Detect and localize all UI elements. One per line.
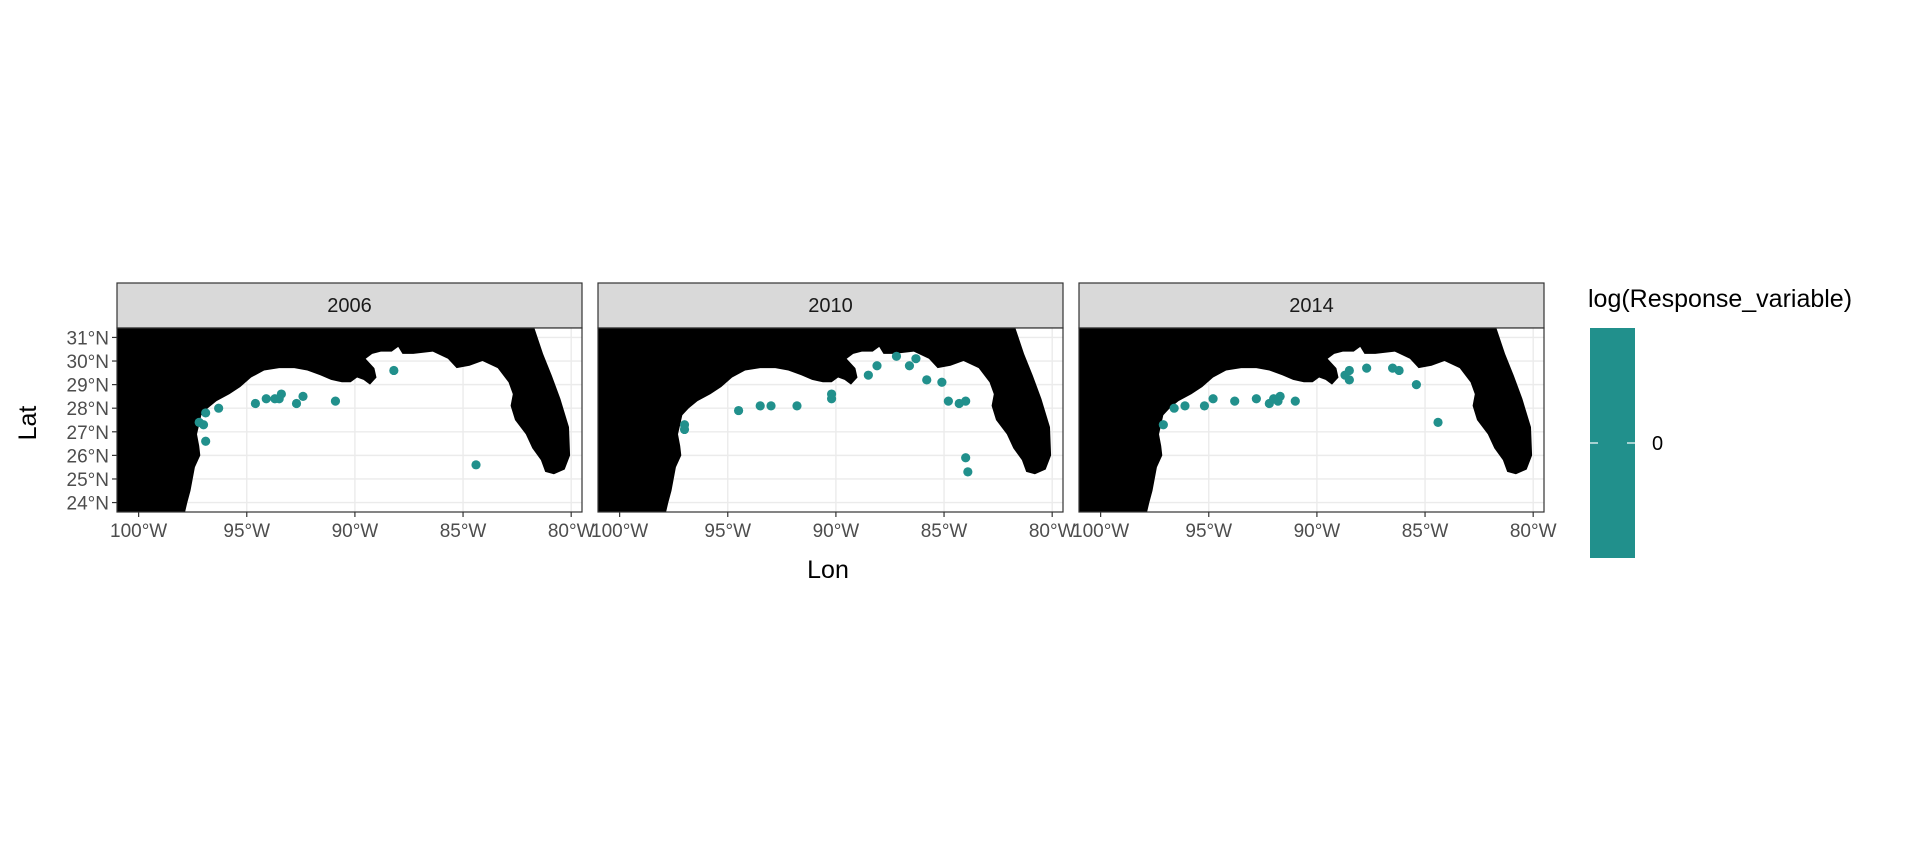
data-point xyxy=(922,375,932,385)
x-tick-label: 80°W xyxy=(1510,521,1557,542)
panel-2010: 2010 100°W 95°W 90°W 85°W 80°W xyxy=(591,282,1076,542)
data-point xyxy=(792,401,802,411)
data-point xyxy=(1344,375,1354,385)
x-tick-label: 85°W xyxy=(1402,521,1449,542)
data-point xyxy=(872,361,882,371)
x-tick-label: 85°W xyxy=(440,521,487,542)
panels-layer: 2006 100°W 95°W 90°W 85°W 80°W 2010 100°W 95°W 90… xyxy=(110,282,1557,542)
y-tick-label: 29°N xyxy=(67,376,109,397)
land xyxy=(1079,328,1533,512)
data-point xyxy=(1394,365,1404,376)
data-point xyxy=(330,396,341,406)
data-point xyxy=(943,396,953,406)
data-point xyxy=(298,391,308,402)
data-point xyxy=(733,405,744,416)
data-point xyxy=(201,408,211,418)
data-point xyxy=(826,389,837,399)
data-point xyxy=(1208,394,1218,404)
data-point xyxy=(961,396,971,406)
y-tick-label: 28°N xyxy=(67,399,109,420)
data-point xyxy=(904,361,915,371)
data-point xyxy=(1199,401,1210,411)
data-point xyxy=(961,453,971,463)
data-point xyxy=(755,401,765,411)
x-tick-label: 90°W xyxy=(1294,521,1341,542)
legend-title: log(Response_variable) xyxy=(1588,285,1852,313)
y-tick-label: 27°N xyxy=(67,423,109,444)
data-point xyxy=(1251,394,1261,404)
data-point xyxy=(1180,401,1190,411)
data-point xyxy=(937,377,947,387)
x-tick-label: 95°W xyxy=(1185,521,1232,542)
x-axis-title: Lon xyxy=(807,556,849,584)
data-point xyxy=(198,420,209,430)
data-point xyxy=(863,370,873,380)
data-point xyxy=(766,401,776,411)
data-point xyxy=(911,354,921,364)
data-point xyxy=(1411,380,1421,390)
x-tick-label: 80°W xyxy=(1029,521,1076,542)
panel-2006: 2006 100°W 95°W 90°W 85°W 80°W xyxy=(110,282,595,542)
panel-border xyxy=(597,327,1064,513)
x-tick-label: 95°W xyxy=(223,521,270,542)
data-point xyxy=(1290,396,1300,406)
panel-2014: 2014 100°W 95°W 90°W 85°W 80°W xyxy=(1072,282,1557,542)
y-tick-label: 30°N xyxy=(67,352,109,373)
y-axis-title: Lat xyxy=(14,406,42,441)
panel-border xyxy=(1078,327,1545,513)
y-axis: 24°N 25°N 26°N27°N 28°N29°N 30°N 31°N xyxy=(67,328,117,515)
x-tick-label: 90°W xyxy=(332,521,379,542)
facet-strip xyxy=(597,282,1064,329)
x-tick-label: 100°W xyxy=(591,521,648,542)
data-point xyxy=(214,403,224,413)
data-point xyxy=(1344,365,1354,376)
data-point xyxy=(261,394,271,404)
x-tick-label: 90°W xyxy=(813,521,860,542)
legend-label: 0 xyxy=(1652,433,1663,455)
data-point xyxy=(1169,403,1179,413)
x-tick-label: 80°W xyxy=(548,521,595,542)
data-point xyxy=(1433,417,1443,427)
land xyxy=(117,328,571,512)
panel-border xyxy=(116,327,583,513)
data-point xyxy=(963,467,973,477)
x-tick-label: 100°W xyxy=(110,521,167,542)
data-point xyxy=(1275,391,1285,402)
land xyxy=(598,328,1052,512)
data-point xyxy=(471,460,481,470)
data-point xyxy=(250,398,261,409)
y-tick-label: 31°N xyxy=(67,328,109,349)
data-point xyxy=(291,398,302,409)
y-tick-label: 25°N xyxy=(67,470,109,491)
data-point xyxy=(201,436,211,446)
data-point xyxy=(891,351,902,361)
data-point xyxy=(1158,420,1168,430)
facet-label: 2010 xyxy=(808,295,853,317)
data-point xyxy=(389,365,399,376)
facet-strip xyxy=(116,282,583,329)
data-point xyxy=(1362,363,1372,373)
y-tick-label: 26°N xyxy=(67,446,109,467)
facet-label: 2006 xyxy=(327,295,372,317)
x-tick-label: 85°W xyxy=(921,521,968,542)
facet-label: 2014 xyxy=(1289,295,1334,317)
y-tick-label: 24°N xyxy=(67,494,109,515)
x-tick-label: 95°W xyxy=(704,521,751,542)
data-point xyxy=(1230,396,1240,406)
legend: log(Response_variable) 0 xyxy=(1588,285,1852,558)
data-point xyxy=(276,389,286,399)
x-tick-label: 100°W xyxy=(1072,521,1129,542)
data-point xyxy=(679,424,690,435)
